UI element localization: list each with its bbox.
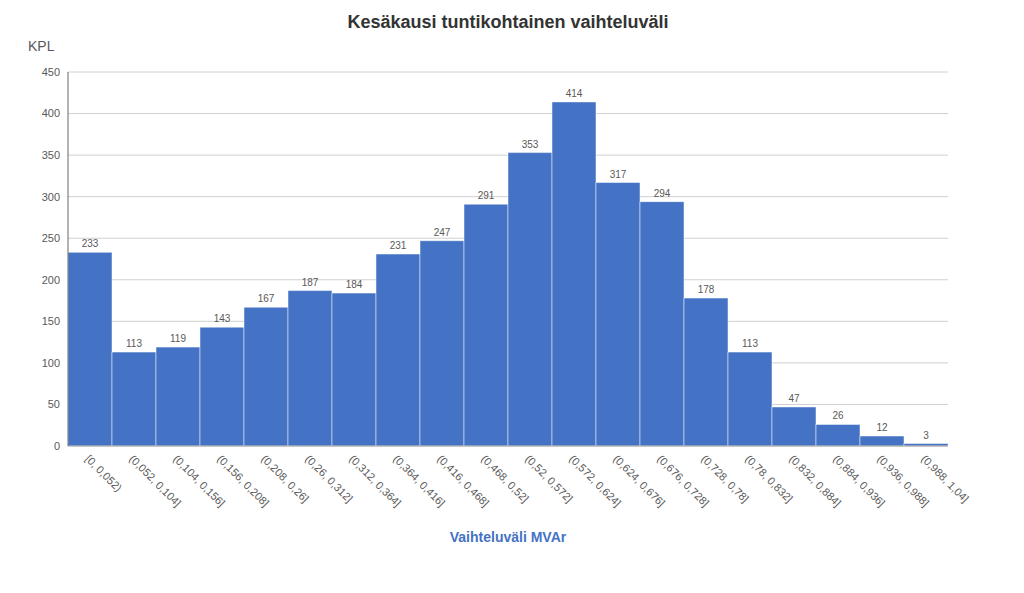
svg-text:400: 400	[42, 107, 60, 119]
svg-text:(0,988, 1,04]: (0,988, 1,04]	[919, 452, 971, 504]
svg-text:113: 113	[742, 338, 758, 349]
svg-text:(0,936, 0,988]: (0,936, 0,988]	[875, 452, 932, 509]
svg-text:317: 317	[610, 169, 627, 180]
svg-text:184: 184	[346, 279, 363, 290]
svg-text:(0,104, 0,156]: (0,104, 0,156]	[171, 452, 228, 509]
svg-text:(0,364, 0,416]: (0,364, 0,416]	[391, 452, 448, 509]
svg-text:47: 47	[788, 393, 800, 404]
svg-text:(0,884, 0,936]: (0,884, 0,936]	[831, 452, 888, 509]
svg-text:(0,208, 0,26]: (0,208, 0,26]	[259, 452, 312, 505]
svg-text:12: 12	[876, 422, 888, 433]
svg-text:187: 187	[302, 277, 319, 288]
html-text:KPL: KPL	[28, 38, 55, 54]
svg-text:3: 3	[923, 430, 929, 441]
svg-text:167: 167	[258, 293, 275, 304]
svg-text:0: 0	[54, 440, 60, 452]
svg-text:50: 50	[48, 398, 60, 410]
svg-text:450: 450	[42, 66, 60, 78]
svg-text:143: 143	[214, 313, 231, 324]
html-text:Kesäkausi tuntikohtainen vaiht: Kesäkausi tuntikohtainen vaihteluväli	[347, 12, 669, 32]
svg-text:291: 291	[478, 190, 495, 201]
svg-text:(0,676, 0,728]: (0,676, 0,728]	[655, 452, 712, 509]
svg-text:250: 250	[42, 232, 60, 244]
html-text:Vaihteluväli MVAr: Vaihteluväli MVAr	[449, 529, 567, 545]
svg-text:(0,832, 0,884]: (0,832, 0,884]	[787, 452, 844, 509]
svg-text:178: 178	[698, 284, 715, 295]
svg-text:113: 113	[126, 338, 142, 349]
svg-text:119: 119	[170, 333, 186, 344]
svg-text:233: 233	[82, 238, 99, 249]
svg-text:414: 414	[566, 88, 583, 99]
svg-text:(0,052, 0,104]: (0,052, 0,104]	[127, 452, 184, 509]
svg-text:(0,416, 0,468]: (0,416, 0,468]	[435, 452, 492, 509]
svg-text:[0, 0,052): [0, 0,052)	[83, 452, 124, 493]
svg-text:294: 294	[654, 188, 671, 199]
svg-text:200: 200	[42, 274, 60, 286]
svg-text:353: 353	[522, 139, 539, 150]
svg-text:300: 300	[42, 191, 60, 203]
svg-text:(0,468, 0,52]: (0,468, 0,52]	[479, 452, 532, 505]
svg-text:(0,52, 0,572]: (0,52, 0,572]	[523, 452, 576, 505]
svg-text:(0,312, 0,364]: (0,312, 0,364]	[347, 452, 404, 509]
svg-text:100: 100	[42, 357, 60, 369]
svg-text:(0,78, 0,832]: (0,78, 0,832]	[743, 452, 796, 505]
svg-text:26: 26	[832, 410, 844, 421]
svg-text:350: 350	[42, 149, 60, 161]
svg-text:(0,624, 0,676]: (0,624, 0,676]	[611, 452, 668, 509]
svg-text:(0,156, 0,208]: (0,156, 0,208]	[215, 452, 272, 509]
svg-text:247: 247	[434, 227, 451, 238]
svg-text:(0,572, 0,624]: (0,572, 0,624]	[567, 452, 624, 509]
svg-text:(0,26, 0,312]: (0,26, 0,312]	[303, 452, 356, 505]
svg-text:231: 231	[390, 240, 407, 251]
svg-text:150: 150	[42, 315, 60, 327]
svg-text:(0,728, 0,78]: (0,728, 0,78]	[699, 452, 752, 505]
